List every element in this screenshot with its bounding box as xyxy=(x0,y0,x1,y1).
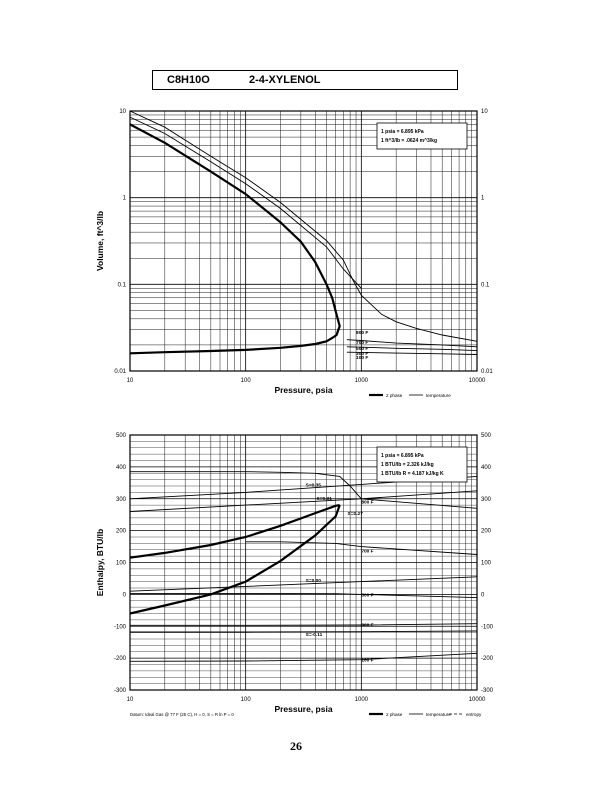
enth-y-tick-label-right: 100 xyxy=(481,561,492,567)
vol-conversion-text: 1 ft^3/lb = .0624 m^3/kg xyxy=(381,138,437,144)
enth-entropy-label: S=-0.11 xyxy=(306,632,323,638)
enth-legend-label: entropy xyxy=(466,712,482,717)
enth-y-tick-label-right: 500 xyxy=(481,433,492,439)
vol-conversion-text: 1 psia = 6.895 kPa xyxy=(381,129,424,135)
vol-y-tick-label-right: 10 xyxy=(481,109,488,115)
enth-isotherm-label: 500 F xyxy=(361,592,373,598)
enth-isotherm-line xyxy=(130,471,478,509)
vol-plot xyxy=(129,110,478,397)
enth-isotherm-label: 700 F xyxy=(361,548,373,554)
vol-y-tick-label-right: 0.1 xyxy=(481,282,490,288)
enth-isotherm-line xyxy=(130,592,478,599)
enth-conversion-text: 1 BTU/lb R = 4.187 kJ/kg K xyxy=(381,471,444,477)
vol-isotherm-label: 100 F xyxy=(356,355,368,361)
enth-y-tick-label-right: -200 xyxy=(481,656,494,662)
enth-y-axis-title: Enthalpy, BTU/lb xyxy=(95,529,105,596)
vol-isotherm-line xyxy=(352,280,478,342)
vol-y-tick-label-right: 0.01 xyxy=(481,369,493,375)
vol-two-phase-curve xyxy=(129,123,341,355)
enth-legend-label: temperature xyxy=(426,712,451,717)
enth-isotherm-label: 300 F xyxy=(361,623,373,629)
enth-conversion-box xyxy=(376,446,468,483)
page-number: 26 xyxy=(290,739,302,753)
enth-x-tick-label: 10 xyxy=(127,697,134,703)
enth-y-tick-label-right: 0 xyxy=(481,592,485,598)
vol-x-tick-label: 100 xyxy=(241,378,252,384)
vol-x-axis-title: Pressure, psia xyxy=(274,385,332,395)
enth-two-phase-curve xyxy=(129,504,341,615)
vol-isotherm-label: 500 F xyxy=(356,346,368,352)
vol-x-tick-label: 10000 xyxy=(469,378,486,384)
enth-y-tick-label-left: -300 xyxy=(114,688,127,694)
enth-datum-footnote: Datum: Ideal Gas @ 77 F (25 C), H = 0, S… xyxy=(130,712,234,717)
enth-isotherm-line xyxy=(129,490,478,512)
enth-y-tick-label-right: -100 xyxy=(481,624,494,630)
enth-y-tick-label-left: 300 xyxy=(116,497,127,503)
vol-legend-label: temperature xyxy=(426,393,451,398)
enth-isotherm-line xyxy=(130,630,478,633)
vol-y-tick-label-left: 0.1 xyxy=(118,282,127,288)
enth-isotherm-line xyxy=(245,541,478,555)
vol-isotherm-line xyxy=(346,339,478,348)
vol-isotherm-line xyxy=(346,346,478,352)
enth-two-phase-curve xyxy=(129,504,340,559)
vol-y-tick-label-left: 10 xyxy=(119,109,126,115)
enth-isotherm-label: 100 F xyxy=(361,658,373,664)
enth-y-tick-label-left: -100 xyxy=(114,624,127,630)
enth-entropy-label: S=0.27 xyxy=(348,511,364,517)
enth-y-tick-label-right: 400 xyxy=(481,465,492,471)
vol-conversion-box xyxy=(376,122,468,150)
enth-entropy-label: S=0.31 xyxy=(317,496,333,502)
enth-x-axis-title: Pressure, psia xyxy=(274,704,332,714)
vol-x-tick-label: 10 xyxy=(127,378,134,384)
vol-y-tick-label-left: 0.01 xyxy=(114,369,126,375)
enth-entropy-label: S=0.35 xyxy=(306,482,322,488)
enth-plot xyxy=(129,434,478,716)
enth-frame xyxy=(129,434,478,691)
enth-y-tick-label-left: 200 xyxy=(116,529,127,535)
vol-y-tick-label-right: 1 xyxy=(481,196,485,202)
enth-y-tick-label-left: -200 xyxy=(114,656,127,662)
enth-y-tick-label-left: 500 xyxy=(116,433,127,439)
enth-y-tick-label-right: 200 xyxy=(481,529,492,535)
enth-isotherm-line xyxy=(130,623,478,626)
enth-x-tick-label: 1000 xyxy=(355,697,369,703)
enth-y-tick-label-right: -300 xyxy=(481,688,494,694)
enth-x-tick-label: 10000 xyxy=(469,697,486,703)
enth-y-tick-label-left: 100 xyxy=(116,561,127,567)
vol-isotherm-line xyxy=(346,351,478,355)
enth-y-tick-label-left: 400 xyxy=(116,465,127,471)
enth-y-tick-label-left: 0 xyxy=(123,592,127,598)
enth-y-tick-label-right: 300 xyxy=(481,497,492,503)
enth-x-tick-label: 100 xyxy=(241,697,252,703)
vol-isotherm-line xyxy=(129,116,362,289)
compound-formula: C8H10O xyxy=(167,74,210,86)
enth-legend-label: 2 phase xyxy=(386,712,403,717)
vol-legend-label: 2 phase xyxy=(386,393,403,398)
enth-isotherm-line xyxy=(129,576,478,592)
vol-isotherm-line xyxy=(129,110,354,281)
vol-frame xyxy=(129,110,478,372)
vol-isotherm-label: 700 F xyxy=(356,340,368,346)
vol-isotherm-label: 800 F xyxy=(356,330,368,336)
vol-y-tick-label-left: 1 xyxy=(123,196,127,202)
vol-y-axis-title: Volume, ft^3/lb xyxy=(95,211,105,271)
enth-conversion-text: 1 BTU/lb = 2.326 kJ/kg xyxy=(381,462,434,468)
vol-isotherm-label: 300 F xyxy=(356,351,368,357)
vol-x-tick-label: 1000 xyxy=(355,378,369,384)
compound-title-box: C8H10O 2-4-XYLENOL xyxy=(152,70,458,90)
enth-isotherm-label: 800 F xyxy=(361,499,373,505)
enth-conversion-text: 1 psia = 6.895 kPa xyxy=(381,453,424,459)
enth-isotherm-line xyxy=(129,652,478,662)
enth-entropy-label: S=0.00 xyxy=(306,578,322,584)
compound-name: 2-4-XYLENOL xyxy=(249,74,321,86)
